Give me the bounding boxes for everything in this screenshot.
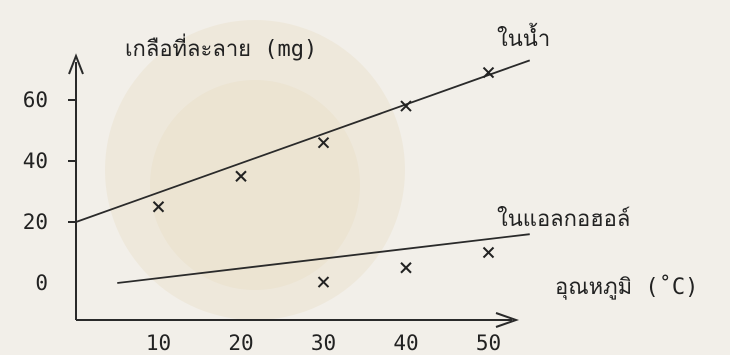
y-tick-label: 40 [23, 149, 48, 173]
data-point-marker [152, 201, 165, 213]
x-tick-label: 20 [228, 331, 253, 355]
y-axis-title: เกลือที่ละลาย (mg) [125, 33, 317, 62]
series-layer [75, 59, 531, 288]
series-label-water: ในน้ำ [497, 23, 550, 52]
data-point-marker [400, 262, 412, 274]
background-emblem [105, 20, 405, 320]
series-0 [75, 59, 531, 223]
data-point-marker [317, 276, 330, 288]
x-axis-title: อุณหภูมิ (˚C) [555, 275, 698, 300]
x-tick-label: 40 [393, 331, 418, 355]
data-point-marker [235, 170, 247, 182]
y-axis-arrow [68, 53, 84, 75]
x-axis-arrow [495, 312, 520, 328]
series-label-alcohol: ในแอลกอฮอล์ [497, 206, 630, 232]
data-point-marker [482, 66, 495, 79]
series-line [75, 59, 531, 223]
y-tick-label: 0 [35, 271, 48, 295]
y-tick-label: 20 [23, 210, 48, 234]
x-tick-label: 30 [311, 331, 336, 355]
series-line [117, 233, 530, 284]
axes [68, 53, 520, 328]
x-tick-label: 50 [476, 331, 501, 355]
x-tick-label: 10 [146, 331, 171, 355]
data-point-marker [482, 246, 495, 259]
tick-labels: 0 20 40 60 10 20 30 40 50 [23, 88, 501, 355]
data-point-marker [317, 136, 330, 149]
series-1 [117, 233, 530, 288]
data-point-marker [400, 100, 412, 112]
y-tick-label: 60 [23, 88, 48, 112]
